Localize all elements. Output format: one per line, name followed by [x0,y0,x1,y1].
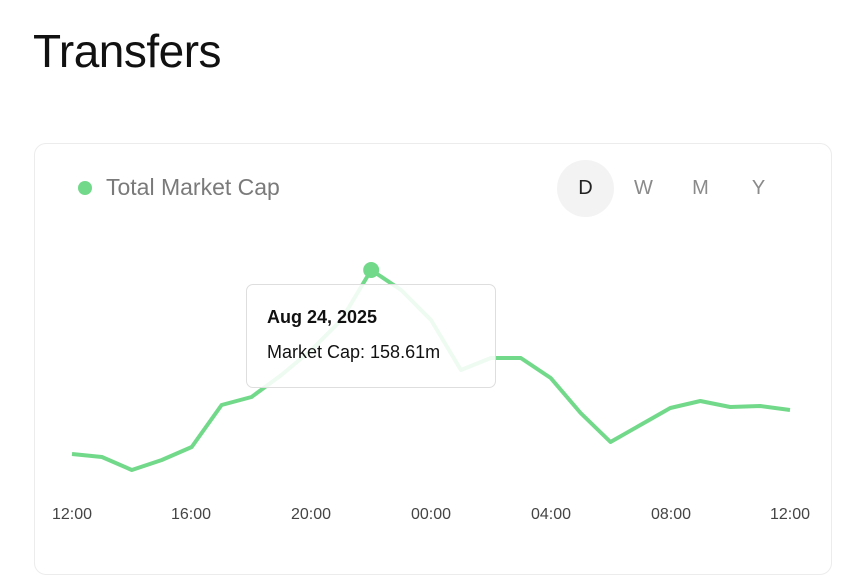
period-year-button[interactable]: Y [751,177,766,199]
line-chart [71,262,791,472]
chart-tooltip: Aug 24, 2025 Market Cap: 158.61m [246,284,496,388]
period-week-button[interactable]: W [634,177,653,199]
period-month-button[interactable]: M [692,177,709,199]
legend-dot-icon [78,180,92,195]
x-tick-label: 12:00 [769,506,811,523]
period-day-button[interactable]: D [557,160,614,217]
x-tick-label: 04:00 [530,506,572,523]
tooltip-value: Market Cap: 158.61m [267,342,441,362]
tooltip-date: Aug 24, 2025 [267,307,378,327]
x-tick-label: 12:00 [51,506,93,523]
x-tick-label: 20:00 [290,506,332,523]
x-tick-label: 08:00 [650,506,692,523]
legend: Total Market Cap [78,174,280,201]
x-tick-label: 16:00 [170,506,212,523]
x-tick-label: 00:00 [410,506,452,523]
page-title: Transfers [33,25,222,77]
highlighted-data-point[interactable] [363,262,380,278]
legend-label: Total Market Cap [106,174,280,200]
